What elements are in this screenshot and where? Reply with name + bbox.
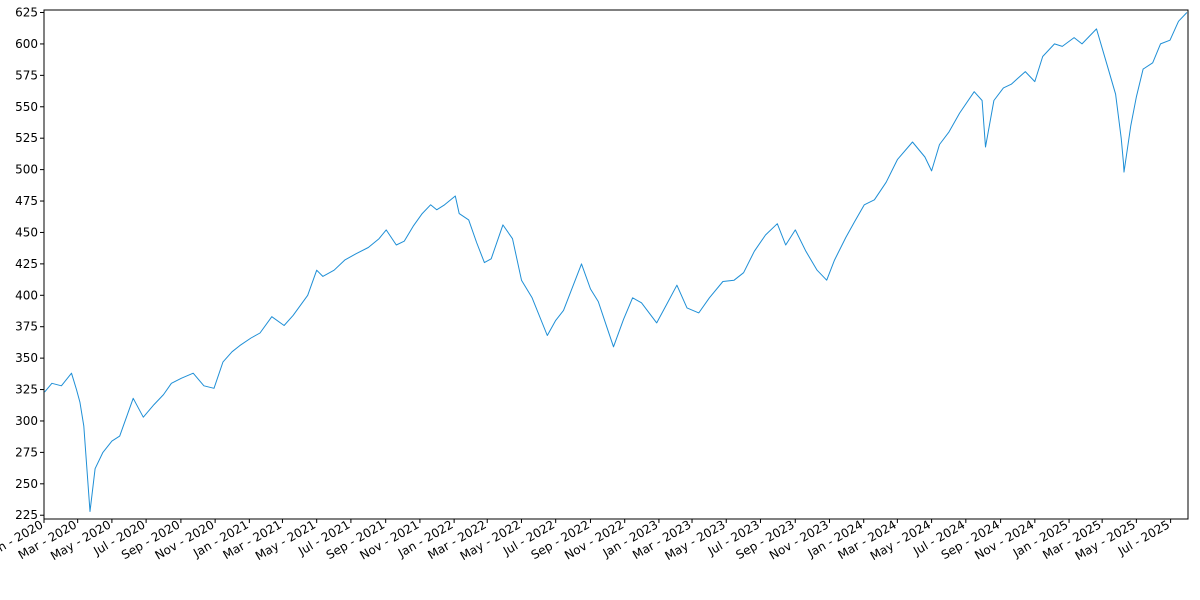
y-tick-label: 375 [15, 320, 38, 334]
y-tick-label: 300 [15, 414, 38, 428]
y-tick-label: 400 [15, 288, 38, 302]
series-layer [44, 12, 1188, 512]
y-tick-label: 550 [15, 100, 38, 114]
y-tick-label: 425 [15, 257, 38, 271]
y-axis: 225 250 275 300 325 350 375 400 425 450 475 500 525 5… [15, 6, 44, 522]
plot-frame [43, 9, 1189, 520]
y-tick-label: 525 [15, 131, 38, 145]
y-tick-label: 475 [15, 194, 38, 208]
y-tick-label: 575 [15, 68, 38, 82]
y-tick-label: 500 [15, 163, 38, 177]
y-tick-label: 250 [15, 477, 38, 491]
y-tick-label: 325 [15, 383, 38, 397]
series-line-0 [44, 12, 1188, 512]
plot-area [43, 9, 1189, 520]
y-tick-label: 275 [15, 445, 38, 459]
y-tick-label: 600 [15, 37, 38, 51]
y-tick-label: 450 [15, 225, 38, 239]
y-tick-label: 625 [15, 6, 38, 20]
y-tick-label: 225 [15, 508, 38, 522]
y-tick-label: 350 [15, 351, 38, 365]
